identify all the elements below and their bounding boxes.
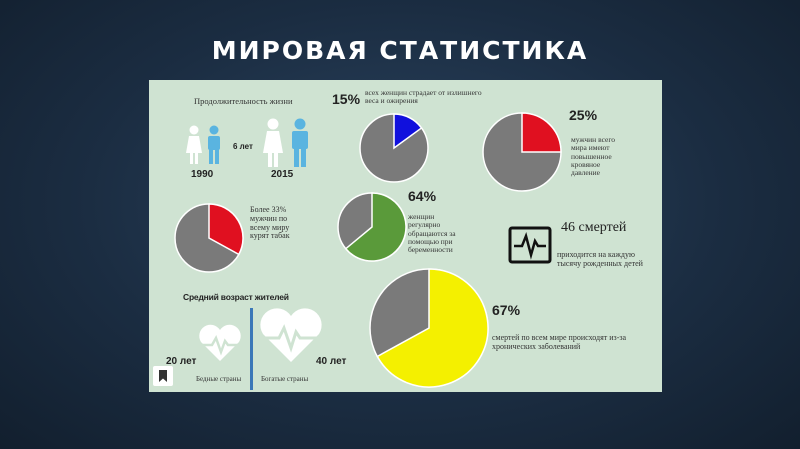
chronic-percent: 67% <box>492 302 521 318</box>
life-year-1990: 1990 <box>191 169 214 180</box>
women-weight-percent: 15% <box>332 91 361 107</box>
smoking-pie <box>174 203 244 273</box>
life-heading: Продолжительность жизни <box>194 96 293 106</box>
smoking-caption: Более 33% мужчин по всему миру курят таб… <box>250 205 290 241</box>
men-pressure-caption: мужчин всего мира имеют повышенное кровя… <box>571 135 615 177</box>
age-poor-label: Бедные страны <box>196 375 242 383</box>
pie-highlight-slice <box>376 268 489 388</box>
life-year-2015: 2015 <box>271 169 294 180</box>
men-pressure-pie <box>482 112 562 192</box>
bookmark-icon <box>159 370 167 382</box>
pregnancy-pie <box>337 192 407 262</box>
pie-highlight-slice <box>521 112 562 153</box>
age-rich-label: Богатые страны <box>261 375 309 383</box>
women-weight-pie <box>359 113 429 183</box>
pie-highlight-slice <box>393 113 423 150</box>
female-1990-icon <box>186 125 202 164</box>
female-2015-icon <box>263 118 283 167</box>
age-rich-value: 40 лет <box>316 356 347 367</box>
pie-highlight-slice <box>208 203 244 256</box>
deaths-title: 46 смертей <box>561 220 627 235</box>
age-heading: Средний возраст жителей <box>183 292 289 302</box>
bookmark-button[interactable] <box>153 366 173 386</box>
men-pressure-percent: 25% <box>569 107 598 123</box>
slide-title: МИРОВАЯ СТАТИСТИКА <box>211 36 589 65</box>
chronic-caption: смертей по всем мире происходят из-за хр… <box>492 333 627 351</box>
infographic-panel: Продолжительность жизни 6 лет 1990 2015 … <box>149 80 662 392</box>
age-poor-value: 20 лет <box>166 356 197 367</box>
male-1990-icon <box>208 125 220 164</box>
heart-rich-icon <box>260 308 322 362</box>
pregnancy-percent: 64% <box>408 188 437 204</box>
life-delta: 6 лет <box>233 142 253 151</box>
chronic-pie <box>369 268 489 388</box>
women-weight-caption: всех женщин страдает от излишнего веса и… <box>365 88 482 106</box>
heart-monitor-icon <box>508 226 552 264</box>
pie-highlight-slice <box>344 192 407 262</box>
pregnancy-caption: женщин регулярно обращаются за помощью п… <box>408 212 456 254</box>
deaths-caption: приходится на каждую тысячу рожденных де… <box>557 250 643 268</box>
divider-line <box>250 308 253 390</box>
male-2015-icon <box>292 118 308 167</box>
heart-poor-icon <box>199 324 241 361</box>
